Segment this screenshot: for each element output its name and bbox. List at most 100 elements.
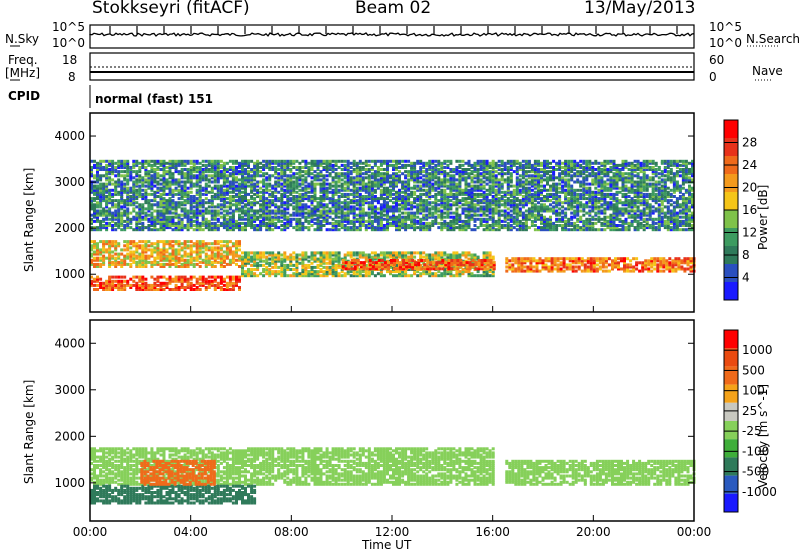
- power-cell: [225, 288, 229, 291]
- power-cell: [102, 190, 106, 194]
- power-cell: [228, 180, 232, 184]
- power-cell: [565, 263, 569, 267]
- power-cell: [108, 188, 112, 192]
- power-cell: [419, 219, 423, 223]
- power-cell: [286, 174, 290, 178]
- power-cell: [541, 263, 545, 267]
- power-cell: [138, 286, 142, 289]
- power-cell: [231, 174, 235, 178]
- power-cell: [247, 213, 250, 217]
- power-cell: [347, 261, 351, 265]
- power-cell: [213, 256, 217, 260]
- power-cell: [325, 192, 329, 196]
- power-cell: [395, 176, 398, 180]
- power-cell: [614, 259, 617, 263]
- power-cell: [377, 263, 381, 267]
- power-cell: [538, 257, 542, 261]
- power-cell: [319, 172, 323, 176]
- power-cell: [198, 228, 202, 232]
- power-cell: [159, 224, 163, 227]
- power-cell: [198, 209, 202, 213]
- power-cell: [174, 262, 178, 266]
- power-cell: [389, 176, 392, 180]
- power-cell: [277, 205, 281, 209]
- power-cell: [213, 288, 217, 291]
- power-cell: [298, 209, 302, 213]
- power-cell: [283, 161, 287, 165]
- power-cell: [379, 195, 383, 198]
- power-cell: [244, 186, 247, 190]
- power-cell: [520, 269, 524, 273]
- power-cell: [340, 211, 344, 215]
- power-cell: [638, 261, 642, 265]
- power-cell: [174, 170, 178, 174]
- power-cell: [207, 190, 211, 194]
- power-cell: [307, 226, 311, 230]
- power-cell: [419, 217, 423, 221]
- power-cell: [423, 265, 427, 269]
- power-cell: [259, 209, 263, 213]
- power-cell: [407, 207, 411, 211]
- power-cell: [322, 207, 326, 211]
- power-cell: [168, 240, 172, 244]
- power-cell: [253, 188, 257, 192]
- power-cell: [298, 217, 302, 221]
- power-cell: [380, 267, 384, 271]
- power-cell: [647, 263, 651, 267]
- power-cell: [195, 209, 199, 213]
- power-cell: [450, 259, 454, 262]
- power-cell: [204, 244, 208, 248]
- power-cell: [186, 226, 190, 230]
- power-cell: [328, 159, 332, 163]
- power-cell: [222, 161, 226, 165]
- power-cell: [407, 213, 411, 217]
- power-cell: [392, 207, 395, 211]
- power-cell: [419, 209, 423, 213]
- power-cell: [153, 288, 157, 291]
- power-cell: [277, 172, 281, 176]
- power-cell: [301, 263, 305, 267]
- power-cell: [328, 166, 332, 169]
- power-cell: [138, 288, 142, 291]
- power-cell: [171, 180, 175, 184]
- power-cell: [371, 267, 375, 271]
- power-cell: [292, 197, 296, 201]
- power-cell: [262, 221, 266, 225]
- power-cell: [228, 240, 232, 244]
- power-cell: [201, 246, 205, 250]
- power-cell: [304, 159, 308, 163]
- power-cell: [337, 224, 341, 227]
- power-cell: [213, 211, 217, 215]
- power-cell: [238, 161, 241, 165]
- power-cell: [174, 201, 178, 205]
- power-cell: [361, 180, 365, 184]
- power-cell: [177, 178, 181, 182]
- power-cell: [367, 182, 371, 186]
- power-cell: [283, 221, 287, 225]
- power-cell: [480, 259, 484, 262]
- power-cell: [301, 199, 305, 203]
- power-cell: [277, 215, 281, 219]
- power-cell: [171, 224, 175, 227]
- power-cell: [132, 192, 136, 196]
- power-cell: [292, 180, 296, 184]
- power-cell: [141, 228, 145, 232]
- power-cell: [434, 176, 438, 180]
- power-cell: [353, 265, 357, 269]
- power-cell: [222, 199, 226, 203]
- power-cell: [289, 199, 293, 203]
- power-cell: [358, 195, 362, 198]
- power-cell: [189, 283, 193, 287]
- power-cell: [250, 182, 254, 186]
- power-cell: [150, 180, 154, 184]
- power-cell: [295, 224, 299, 227]
- power-cell: [292, 201, 296, 205]
- power-cell: [325, 215, 329, 219]
- power-cell: [361, 186, 365, 190]
- power-cell: [129, 186, 133, 190]
- power-cell: [241, 270, 244, 274]
- power-cell: [343, 168, 347, 171]
- power-cell: [359, 267, 363, 271]
- power-cell: [114, 217, 118, 221]
- power-cell: [99, 174, 103, 178]
